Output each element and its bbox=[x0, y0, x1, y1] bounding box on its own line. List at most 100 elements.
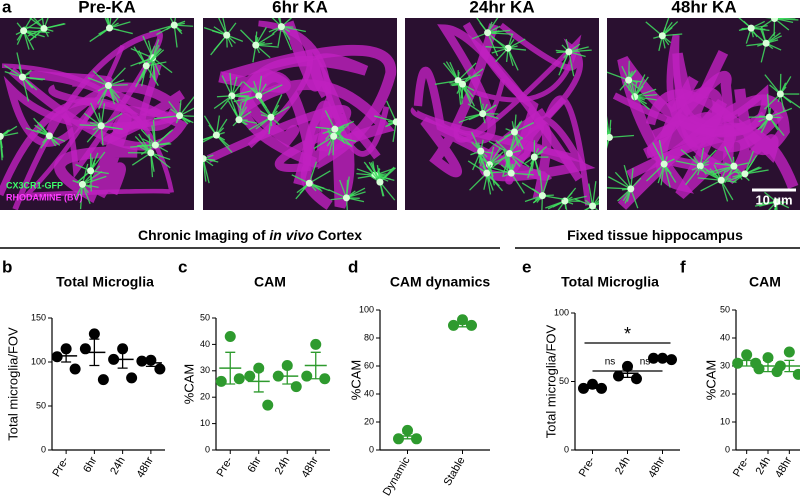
error-bar bbox=[741, 354, 752, 367]
error-bar bbox=[145, 358, 156, 368]
process bbox=[374, 115, 397, 123]
process bbox=[222, 18, 228, 36]
soma bbox=[717, 176, 725, 184]
y-tick-label: 0 bbox=[564, 444, 569, 454]
soma bbox=[771, 18, 779, 23]
data-point bbox=[154, 363, 166, 375]
soma bbox=[20, 27, 28, 35]
image-legend: RHODAMINE (BV) bbox=[6, 192, 83, 202]
chart-title: CAM bbox=[254, 274, 286, 290]
soma bbox=[40, 25, 48, 33]
process bbox=[675, 160, 701, 167]
process bbox=[229, 72, 233, 96]
x-tick-label: 24h bbox=[613, 455, 633, 477]
process bbox=[634, 76, 649, 98]
process bbox=[213, 95, 233, 110]
process bbox=[313, 135, 335, 150]
process bbox=[150, 152, 154, 178]
panel-letter: f bbox=[680, 257, 686, 276]
process bbox=[16, 52, 24, 78]
process bbox=[514, 122, 535, 133]
x-tick-label: 24h bbox=[754, 455, 774, 477]
data-point bbox=[136, 355, 148, 367]
process bbox=[511, 172, 534, 176]
process bbox=[210, 34, 228, 56]
soma bbox=[18, 73, 26, 81]
process bbox=[720, 180, 729, 202]
process bbox=[712, 165, 735, 176]
process bbox=[140, 128, 156, 146]
y-tick-label: 20 bbox=[364, 416, 374, 426]
process bbox=[324, 110, 336, 130]
soma bbox=[97, 122, 105, 130]
process bbox=[345, 197, 348, 210]
y-tick-label: 100 bbox=[359, 304, 374, 314]
process bbox=[645, 21, 663, 37]
process bbox=[100, 103, 106, 126]
process bbox=[23, 30, 35, 51]
x-tick-label: Stable bbox=[442, 455, 468, 488]
process bbox=[203, 157, 204, 159]
soma bbox=[376, 178, 384, 186]
process bbox=[257, 97, 272, 118]
data-point bbox=[310, 338, 322, 350]
soma bbox=[458, 80, 466, 88]
section-title-part: Fixed tissue hippocampus bbox=[567, 227, 743, 243]
x-tick-label: Pre- bbox=[731, 455, 752, 479]
comparison-label: ns bbox=[605, 357, 616, 368]
data-point bbox=[457, 314, 468, 326]
soma bbox=[267, 113, 275, 121]
data-point bbox=[69, 363, 81, 375]
soma bbox=[477, 147, 485, 155]
soma bbox=[235, 116, 243, 124]
data-point bbox=[393, 433, 404, 445]
x-tick-label: 6hr bbox=[246, 455, 265, 475]
process bbox=[179, 107, 194, 117]
process bbox=[663, 163, 671, 188]
process bbox=[744, 150, 754, 175]
process bbox=[255, 44, 279, 48]
soma bbox=[151, 141, 159, 149]
process bbox=[149, 24, 175, 33]
error-bar bbox=[117, 349, 128, 369]
process bbox=[697, 177, 722, 181]
y-tick-label: 30 bbox=[720, 360, 730, 370]
process bbox=[634, 93, 658, 98]
process bbox=[87, 77, 109, 87]
soma bbox=[87, 167, 95, 175]
process bbox=[83, 112, 102, 127]
soma bbox=[252, 41, 260, 49]
process bbox=[489, 154, 511, 166]
process bbox=[43, 18, 49, 29]
process bbox=[623, 164, 632, 190]
soma bbox=[484, 29, 492, 37]
process bbox=[720, 179, 734, 201]
x-tick-label: 48hr bbox=[299, 455, 321, 480]
process bbox=[502, 148, 512, 174]
y-tick-label: 0 bbox=[725, 444, 730, 454]
micrograph bbox=[405, 18, 599, 210]
process bbox=[135, 65, 147, 88]
error-bar bbox=[89, 338, 100, 367]
data-point bbox=[783, 346, 795, 358]
error-bar bbox=[61, 349, 72, 363]
soma bbox=[331, 125, 339, 133]
process bbox=[133, 46, 147, 67]
data-point bbox=[60, 343, 72, 355]
process bbox=[607, 125, 611, 138]
data-point bbox=[290, 381, 302, 393]
vessel bbox=[61, 82, 185, 135]
process bbox=[773, 18, 776, 19]
y-axis-label: Total microglia/FOV bbox=[5, 327, 20, 441]
chart-title: CAM dynamics bbox=[390, 274, 491, 290]
x-tick-label: 24h bbox=[108, 455, 128, 477]
section-title-part: in vivo bbox=[269, 227, 314, 243]
process bbox=[487, 32, 508, 51]
process bbox=[627, 79, 636, 101]
error-bar bbox=[225, 351, 236, 385]
y-tick-label: 40 bbox=[364, 388, 374, 398]
data-point bbox=[631, 373, 642, 385]
soma bbox=[741, 170, 749, 178]
panel-letter: b bbox=[2, 257, 12, 276]
process bbox=[769, 107, 793, 118]
